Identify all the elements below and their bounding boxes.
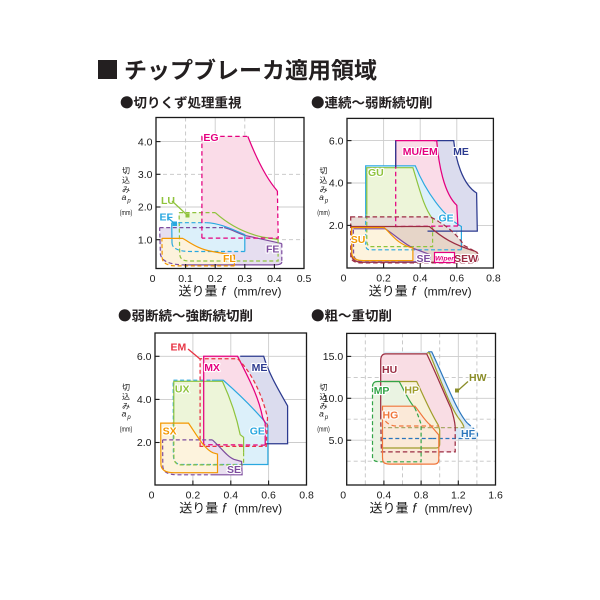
svg-text:(mm): (mm) <box>317 426 330 434</box>
svg-text:0.3: 0.3 <box>237 273 252 285</box>
svg-text:a: a <box>319 192 324 202</box>
svg-text:HP: HP <box>404 384 419 396</box>
svg-text:2.0: 2.0 <box>329 220 344 232</box>
svg-text:0.4: 0.4 <box>413 273 428 285</box>
svg-text:0.6: 0.6 <box>449 273 464 285</box>
svg-text:15.0: 15.0 <box>323 351 344 363</box>
svg-text:FE: FE <box>266 244 279 256</box>
svg-text:f: f <box>413 501 418 516</box>
svg-text:0.4: 0.4 <box>223 490 238 502</box>
svg-text:ME: ME <box>453 146 469 158</box>
svg-text:(mm): (mm) <box>120 426 133 434</box>
svg-text:6.0: 6.0 <box>329 135 344 147</box>
svg-text:GE: GE <box>250 425 265 437</box>
svg-text:(mm): (mm) <box>120 209 133 217</box>
svg-text:(mm/rev): (mm/rev) <box>424 285 472 299</box>
svg-text:LU: LU <box>161 195 175 207</box>
svg-text:0.8: 0.8 <box>414 490 429 502</box>
svg-text:GU: GU <box>368 167 384 179</box>
svg-text:p: p <box>126 198 131 204</box>
svg-text:4.0: 4.0 <box>329 178 344 190</box>
svg-text:1.2: 1.2 <box>451 490 466 502</box>
svg-text:p: p <box>126 415 131 421</box>
svg-text:4.0: 4.0 <box>138 136 153 148</box>
svg-text:SX: SX <box>163 425 177 437</box>
svg-text:MP: MP <box>374 385 390 397</box>
svg-text:Wiper: Wiper <box>435 255 454 262</box>
svg-text:0.8: 0.8 <box>486 273 501 285</box>
svg-text:a: a <box>122 192 127 202</box>
svg-text:2.0: 2.0 <box>138 202 153 214</box>
svg-text:p: p <box>324 198 329 204</box>
svg-text:EF: EF <box>160 212 174 224</box>
svg-text:HF: HF <box>461 428 476 440</box>
svg-text:0.8: 0.8 <box>299 490 314 502</box>
svg-text:0: 0 <box>340 490 346 502</box>
svg-text:UX: UX <box>175 384 190 396</box>
svg-text:a: a <box>122 408 127 418</box>
svg-text:0.6: 0.6 <box>261 490 276 502</box>
svg-text:10.0: 10.0 <box>323 393 344 405</box>
svg-text:SEW: SEW <box>454 253 478 265</box>
svg-text:5.0: 5.0 <box>329 435 344 447</box>
svg-text:p: p <box>324 415 329 421</box>
svg-text:0.2: 0.2 <box>186 490 201 502</box>
svg-text:ME: ME <box>252 362 268 374</box>
svg-text:1.6: 1.6 <box>488 490 503 502</box>
svg-text:HW: HW <box>469 372 487 384</box>
svg-text:f: f <box>412 284 417 299</box>
svg-text:(mm): (mm) <box>317 209 330 217</box>
svg-text:HG: HG <box>383 409 399 421</box>
svg-text:a: a <box>319 408 324 418</box>
svg-text:f: f <box>222 284 227 299</box>
svg-text:0.4: 0.4 <box>377 490 392 502</box>
svg-text:6.0: 6.0 <box>137 351 152 363</box>
svg-text:0.1: 0.1 <box>178 273 193 285</box>
svg-text:SE: SE <box>227 464 241 476</box>
svg-text:0.2: 0.2 <box>376 273 391 285</box>
svg-text:0: 0 <box>341 273 347 285</box>
svg-text:3.0: 3.0 <box>138 169 153 181</box>
svg-text:HU: HU <box>382 364 397 376</box>
svg-text:1.0: 1.0 <box>138 234 153 246</box>
svg-text:f: f <box>222 501 227 516</box>
svg-text:SE: SE <box>417 253 431 265</box>
svg-text:2.0: 2.0 <box>137 437 152 449</box>
svg-text:0: 0 <box>149 490 155 502</box>
svg-text:(mm/rev): (mm/rev) <box>234 502 282 516</box>
svg-text:GE: GE <box>439 213 454 225</box>
svg-text:(mm/rev): (mm/rev) <box>425 502 473 516</box>
svg-text:MU/EM: MU/EM <box>403 146 438 158</box>
svg-text:EG: EG <box>203 132 218 144</box>
svg-text:0: 0 <box>150 273 156 285</box>
svg-text:SU: SU <box>351 234 366 246</box>
svg-text:0.5: 0.5 <box>297 273 312 285</box>
svg-text:MX: MX <box>204 362 220 374</box>
svg-text:(mm/rev): (mm/rev) <box>234 285 282 299</box>
svg-text:EM: EM <box>171 342 187 354</box>
svg-text:0.4: 0.4 <box>267 273 282 285</box>
svg-text:0.2: 0.2 <box>208 273 223 285</box>
svg-text:4.0: 4.0 <box>137 394 152 406</box>
svg-text:FL: FL <box>223 253 236 265</box>
